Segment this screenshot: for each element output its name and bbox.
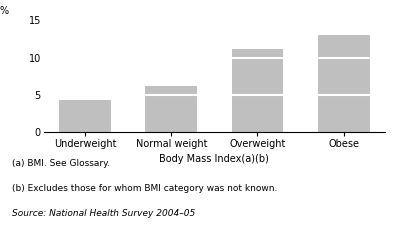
Text: %: % [0, 6, 8, 16]
X-axis label: Body Mass Index(a)(b): Body Mass Index(a)(b) [160, 154, 269, 164]
Bar [318, 35, 370, 57]
Bar [318, 57, 370, 95]
Bar [145, 95, 197, 132]
Text: (b) Excludes those for whom BMI category was not known.: (b) Excludes those for whom BMI category… [12, 184, 277, 193]
Text: Source: National Health Survey 2004–05: Source: National Health Survey 2004–05 [12, 209, 195, 218]
Bar [231, 49, 283, 57]
Bar [231, 95, 283, 132]
Bar [231, 57, 283, 95]
Bar [318, 95, 370, 132]
Bar [59, 100, 111, 132]
Bar [145, 86, 197, 95]
Text: (a) BMI. See Glossary.: (a) BMI. See Glossary. [12, 159, 110, 168]
